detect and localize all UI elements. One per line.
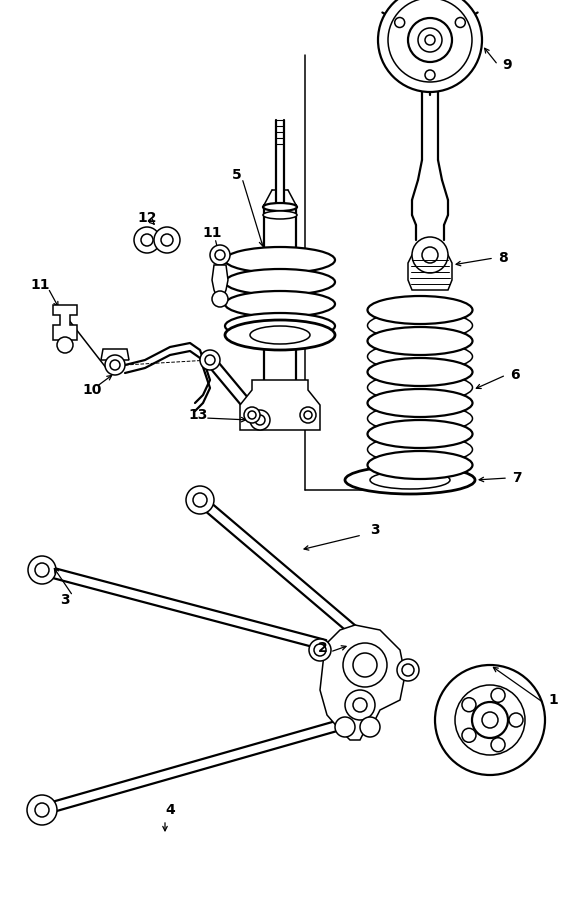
Text: 4: 4 <box>165 803 175 817</box>
Text: 3: 3 <box>60 593 69 607</box>
Ellipse shape <box>263 203 297 211</box>
Circle shape <box>491 688 505 703</box>
Circle shape <box>456 17 465 27</box>
Circle shape <box>57 337 73 353</box>
Circle shape <box>300 407 316 423</box>
Circle shape <box>248 411 256 419</box>
Circle shape <box>304 411 312 419</box>
Circle shape <box>110 360 120 370</box>
Circle shape <box>255 415 265 425</box>
Circle shape <box>509 713 523 727</box>
Circle shape <box>35 563 49 577</box>
Ellipse shape <box>367 436 472 464</box>
Ellipse shape <box>370 471 450 489</box>
Circle shape <box>491 737 505 752</box>
Circle shape <box>482 712 498 728</box>
Text: 13: 13 <box>188 408 207 422</box>
Circle shape <box>200 350 220 370</box>
Circle shape <box>360 717 380 737</box>
Text: 8: 8 <box>498 251 507 265</box>
Ellipse shape <box>225 313 335 339</box>
Circle shape <box>309 639 331 661</box>
Ellipse shape <box>345 466 475 494</box>
Polygon shape <box>408 255 452 290</box>
Ellipse shape <box>367 327 472 355</box>
Ellipse shape <box>367 389 472 417</box>
Circle shape <box>462 698 476 712</box>
Circle shape <box>402 664 414 676</box>
Ellipse shape <box>250 326 310 344</box>
Circle shape <box>35 803 49 817</box>
Circle shape <box>395 17 405 27</box>
Circle shape <box>27 795 57 825</box>
Circle shape <box>345 690 375 720</box>
Circle shape <box>408 18 452 62</box>
Circle shape <box>455 685 525 755</box>
Circle shape <box>212 291 228 307</box>
Circle shape <box>412 237 448 273</box>
Text: 1: 1 <box>548 693 558 707</box>
Circle shape <box>462 728 476 742</box>
Ellipse shape <box>263 211 297 219</box>
Ellipse shape <box>367 404 472 433</box>
Circle shape <box>422 247 438 263</box>
Text: 2: 2 <box>318 641 328 655</box>
Ellipse shape <box>367 311 472 339</box>
Text: 11: 11 <box>202 226 221 240</box>
Polygon shape <box>240 380 320 430</box>
Circle shape <box>314 644 326 656</box>
Ellipse shape <box>367 358 472 386</box>
Circle shape <box>105 355 125 375</box>
Text: 3: 3 <box>370 523 380 537</box>
Ellipse shape <box>225 269 335 295</box>
Text: 9: 9 <box>502 58 512 72</box>
Circle shape <box>378 0 482 92</box>
Ellipse shape <box>367 342 472 371</box>
Text: 11: 11 <box>30 278 50 292</box>
Text: 6: 6 <box>510 368 520 382</box>
Polygon shape <box>212 265 228 295</box>
Circle shape <box>161 234 173 246</box>
Circle shape <box>244 407 260 423</box>
Circle shape <box>193 493 207 507</box>
Polygon shape <box>101 349 129 360</box>
Ellipse shape <box>367 451 472 479</box>
Circle shape <box>388 0 472 82</box>
Polygon shape <box>53 305 77 340</box>
Ellipse shape <box>225 291 335 317</box>
Text: 7: 7 <box>512 471 522 485</box>
Circle shape <box>250 410 270 430</box>
Circle shape <box>335 717 355 737</box>
Text: 10: 10 <box>82 383 102 397</box>
Ellipse shape <box>225 247 335 273</box>
Circle shape <box>425 70 435 80</box>
Ellipse shape <box>367 420 472 448</box>
Circle shape <box>353 653 377 677</box>
Ellipse shape <box>367 296 472 324</box>
Circle shape <box>472 702 508 738</box>
Circle shape <box>28 556 56 584</box>
Circle shape <box>215 250 225 260</box>
Circle shape <box>435 665 545 775</box>
Circle shape <box>343 643 387 687</box>
Circle shape <box>397 659 419 681</box>
Text: 5: 5 <box>232 168 242 182</box>
Circle shape <box>141 234 153 246</box>
Text: 12: 12 <box>137 211 157 225</box>
Circle shape <box>134 227 160 253</box>
Ellipse shape <box>367 373 472 402</box>
Circle shape <box>186 486 214 514</box>
Circle shape <box>154 227 180 253</box>
Circle shape <box>205 355 215 365</box>
Circle shape <box>353 698 367 712</box>
Polygon shape <box>320 625 405 740</box>
Ellipse shape <box>225 320 335 350</box>
Circle shape <box>418 28 442 52</box>
Circle shape <box>425 35 435 45</box>
Circle shape <box>210 245 230 265</box>
